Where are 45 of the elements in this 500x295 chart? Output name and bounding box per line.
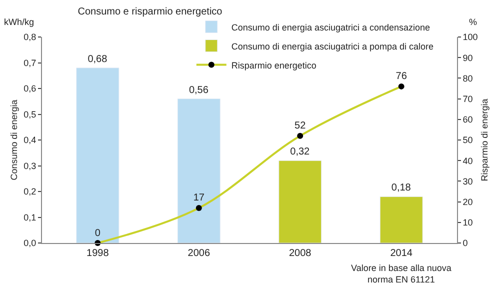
legend-label: Consumo di energia asciugatrici a pompa di calore (231, 41, 434, 52)
y-tick-label: 0,5 (24, 109, 36, 120)
y2-axis-title: Risparmio di energia (480, 98, 490, 182)
y-tick-label: 0,1 (24, 212, 36, 222)
data-label: 0,18 (391, 182, 412, 194)
data-label: 0,68 (88, 54, 108, 65)
data-label: 0 (94, 228, 101, 239)
x-tick-label: 2014 (390, 248, 413, 259)
y2-tick-label: 0 (462, 238, 468, 248)
data-label: 0,56 (188, 84, 209, 96)
y2-tick-label: 30 (462, 176, 473, 186)
bar (76, 68, 120, 243)
legend-label: Consumo di energia asciugatrici a condensazione (231, 22, 430, 32)
y2-tick-label: 80 (462, 73, 473, 84)
x-tick-label: 1998 (86, 248, 110, 259)
bar (380, 196, 423, 243)
data-label: 76 (396, 71, 408, 82)
text: % (469, 17, 478, 27)
y2-tick-label: 90 (462, 52, 473, 63)
y-tick-label: 0,6 (24, 84, 36, 94)
text: Valore in base alla nuova norma EN 61121 (351, 263, 452, 285)
y2-tick-label: 20 (462, 196, 473, 207)
y2-tick-label: 50 (462, 135, 473, 146)
data-label: 52 (294, 120, 306, 132)
y-tick-label: 0,4 (24, 135, 36, 146)
y-tick-label: 0,0 (24, 238, 36, 248)
y-tick-label: 0,8 (24, 32, 36, 42)
y2-tick-label: 40 (462, 156, 473, 166)
y2-tick-label: 60 (462, 114, 473, 125)
legend-label: Risparmio energetico (231, 60, 316, 70)
y2-tick-label: 100 (462, 32, 478, 42)
chart-title: Consumo e risparmio energetico (78, 6, 223, 18)
y-axis-title: Consumo di energia (9, 100, 20, 180)
y-tick-label: 0,3 (24, 160, 36, 171)
text: kWh/kg (4, 17, 34, 27)
y2-tick-label: 10 (462, 218, 473, 228)
y2-tick-label: 70 (462, 94, 473, 104)
y-tick-label: 0,7 (24, 58, 36, 68)
x-tick-label: 2006 (188, 248, 210, 259)
bar (177, 98, 220, 243)
y-tick-label: 0,2 (24, 186, 36, 197)
x-tick-label: 2008 (288, 248, 312, 259)
data-label: 17 (193, 192, 205, 204)
bar (278, 160, 322, 243)
data-label: 0,32 (290, 146, 310, 158)
